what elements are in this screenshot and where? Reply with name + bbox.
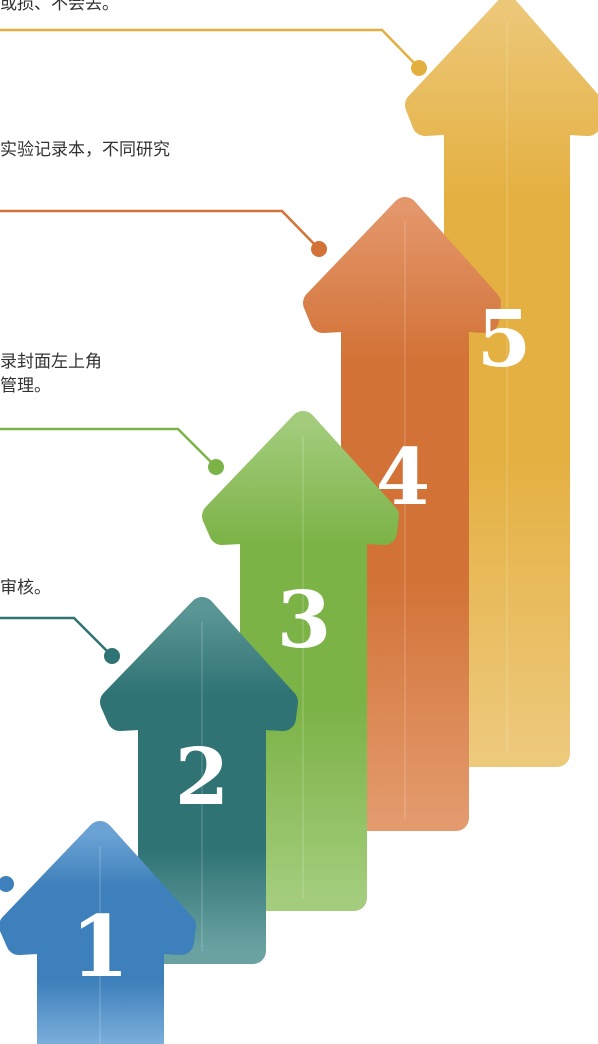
arrow-1: [0, 821, 196, 1044]
step-number-1: 1: [71, 897, 129, 996]
step-2-caption: 审核。: [0, 578, 51, 598]
connector-line-5: [0, 28, 427, 76]
connector-line-3: [0, 427, 224, 475]
step-4-caption: 实验记录本，不同研究: [0, 140, 170, 160]
connector-dot-1: [0, 876, 14, 892]
step-number-4: 4: [376, 432, 430, 523]
step-number-2: 2: [175, 732, 229, 823]
step-3-caption: 录封面左上角 管理。: [0, 352, 102, 396]
arrow-2: [100, 597, 298, 964]
step-number-3: 3: [277, 575, 331, 666]
connector-line-4: [0, 209, 327, 257]
step-5-caption: 或损、不会丢。: [0, 0, 119, 14]
step-number-5: 5: [477, 294, 531, 385]
connector-line-2: [0, 616, 120, 664]
